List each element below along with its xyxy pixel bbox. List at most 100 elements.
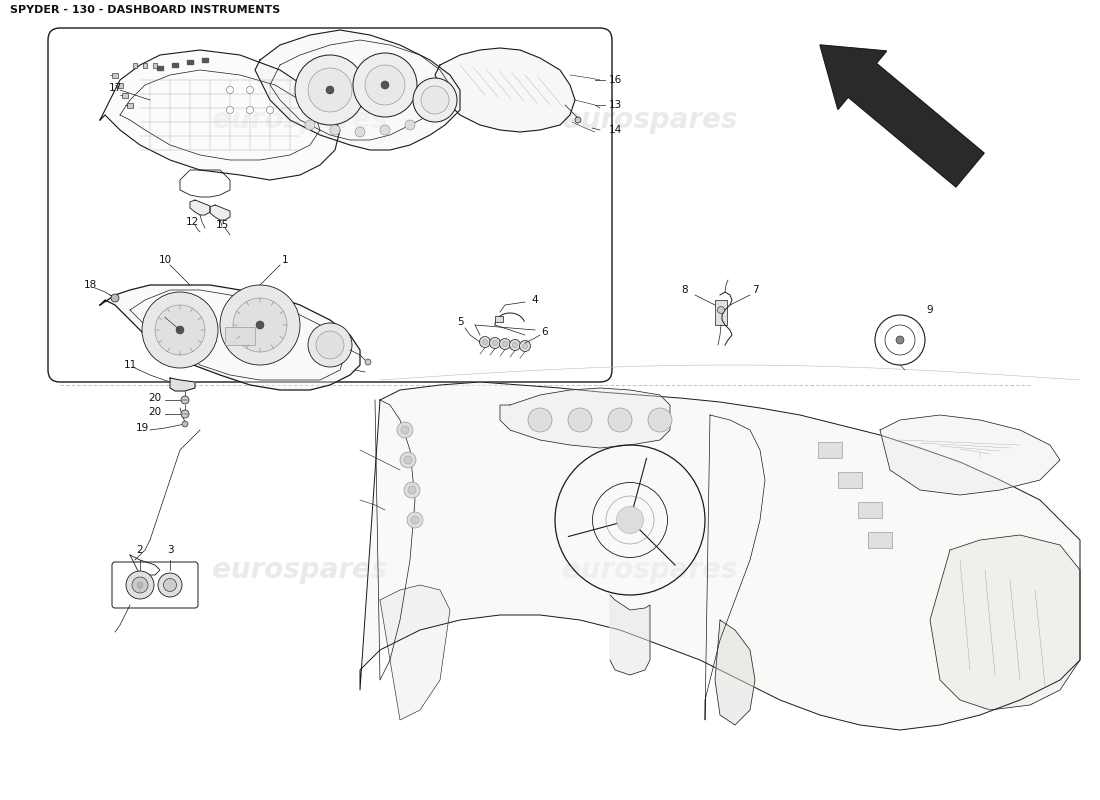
Circle shape: [405, 120, 415, 130]
Circle shape: [138, 582, 143, 588]
Bar: [818, 442, 842, 458]
Circle shape: [305, 120, 315, 130]
Circle shape: [404, 456, 412, 464]
Text: 11: 11: [123, 360, 136, 370]
Circle shape: [142, 292, 218, 368]
Text: 5: 5: [456, 317, 463, 327]
Circle shape: [266, 106, 274, 114]
Polygon shape: [500, 388, 670, 448]
Circle shape: [233, 298, 287, 352]
Circle shape: [227, 106, 233, 114]
Text: 12: 12: [186, 217, 199, 227]
Circle shape: [379, 125, 390, 135]
Text: 16: 16: [608, 75, 622, 85]
Text: 13: 13: [608, 100, 622, 110]
Circle shape: [519, 341, 530, 351]
Circle shape: [308, 68, 352, 112]
Text: 3: 3: [167, 545, 174, 555]
Text: 8: 8: [682, 285, 689, 295]
Circle shape: [381, 81, 389, 89]
Circle shape: [397, 422, 412, 438]
Text: 9: 9: [926, 305, 933, 315]
Polygon shape: [210, 205, 230, 220]
Polygon shape: [100, 50, 340, 180]
Circle shape: [182, 421, 188, 427]
Circle shape: [365, 359, 371, 365]
Circle shape: [522, 343, 528, 349]
Circle shape: [717, 306, 725, 314]
Circle shape: [480, 337, 491, 347]
Circle shape: [326, 86, 334, 94]
Polygon shape: [190, 200, 210, 215]
Text: 10: 10: [158, 255, 172, 265]
Polygon shape: [360, 382, 1080, 730]
Bar: [126, 102, 133, 107]
Text: eurospares: eurospares: [212, 556, 387, 584]
Circle shape: [132, 577, 148, 593]
Circle shape: [621, 511, 639, 529]
Bar: [202, 58, 208, 62]
Circle shape: [404, 482, 420, 498]
Polygon shape: [100, 285, 360, 390]
Bar: [187, 60, 192, 64]
Bar: [133, 63, 138, 68]
Circle shape: [402, 426, 409, 434]
Bar: [157, 66, 163, 70]
Circle shape: [316, 331, 344, 359]
Circle shape: [246, 106, 253, 114]
Circle shape: [509, 339, 520, 350]
Polygon shape: [379, 585, 450, 720]
Circle shape: [227, 86, 233, 94]
Circle shape: [176, 326, 184, 334]
Circle shape: [256, 321, 264, 329]
Text: SPYDER - 130 - DASHBOARD INSTRUMENTS: SPYDER - 130 - DASHBOARD INSTRUMENTS: [10, 5, 280, 15]
Text: eurospares: eurospares: [212, 106, 387, 134]
Bar: [112, 73, 118, 78]
Text: 20: 20: [148, 407, 162, 417]
Circle shape: [483, 339, 487, 345]
Circle shape: [246, 86, 253, 94]
Text: 6: 6: [541, 327, 548, 337]
Circle shape: [575, 117, 581, 123]
Circle shape: [308, 323, 352, 367]
Circle shape: [896, 336, 904, 344]
Circle shape: [355, 127, 365, 137]
Bar: [153, 63, 157, 68]
Polygon shape: [880, 415, 1060, 495]
Circle shape: [568, 408, 592, 432]
Text: 4: 4: [531, 295, 538, 305]
Bar: [858, 502, 882, 518]
Circle shape: [365, 65, 405, 105]
Circle shape: [421, 86, 449, 114]
Circle shape: [490, 338, 500, 349]
Circle shape: [220, 285, 300, 365]
Text: 14: 14: [608, 125, 622, 135]
Circle shape: [111, 294, 119, 302]
Bar: [226, 327, 255, 345]
Circle shape: [648, 408, 672, 432]
Polygon shape: [255, 30, 460, 150]
Text: 18: 18: [84, 280, 97, 290]
Bar: [122, 93, 128, 98]
Bar: [838, 472, 862, 488]
Circle shape: [408, 486, 416, 494]
Circle shape: [158, 573, 182, 597]
Text: 7: 7: [751, 285, 758, 295]
Text: eurospares: eurospares: [562, 556, 738, 584]
Circle shape: [407, 512, 424, 528]
Bar: [715, 300, 727, 325]
Circle shape: [513, 342, 517, 347]
Circle shape: [528, 408, 552, 432]
Circle shape: [503, 342, 507, 346]
Circle shape: [182, 410, 189, 418]
Circle shape: [499, 338, 510, 350]
Polygon shape: [434, 48, 575, 132]
Text: 20: 20: [148, 393, 162, 403]
Text: 19: 19: [135, 423, 149, 433]
Polygon shape: [610, 595, 650, 675]
Circle shape: [353, 53, 417, 117]
Bar: [495, 316, 503, 322]
Bar: [143, 63, 147, 68]
Circle shape: [616, 506, 644, 534]
Text: 17: 17: [109, 83, 122, 93]
